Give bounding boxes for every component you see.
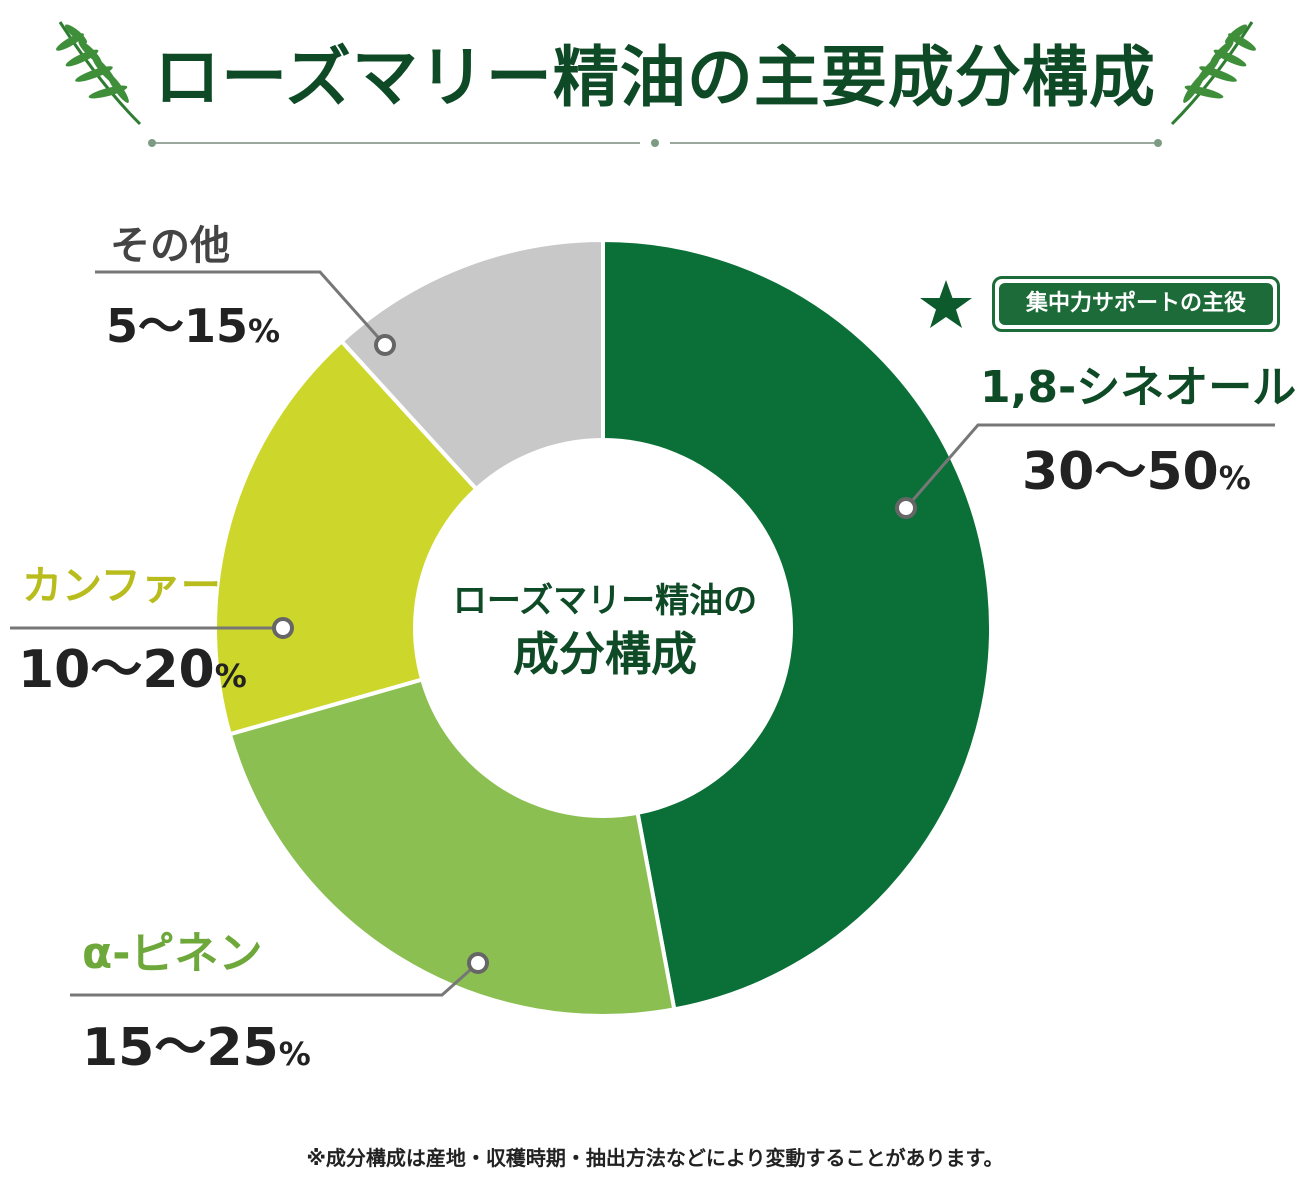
slice-label-pinene-name: α-ピネン: [82, 928, 263, 979]
footnote: ※成分構成は産地・収穫時期・抽出方法などにより変動することがあります。: [306, 1146, 1004, 1170]
donut-center-label: ローズマリー精油の 成分構成: [440, 578, 770, 684]
rosemary-sprig-left-icon: [56, 21, 142, 126]
slice-label-cineole-value: 30〜50%: [1022, 442, 1251, 502]
star-icon: [920, 280, 972, 328]
leader-dot-other: [374, 334, 396, 356]
slice-label-other-name: その他: [110, 223, 230, 269]
leader-line-cineole: [904, 423, 1275, 509]
slice-label-camphor-name: カンファー: [22, 563, 221, 609]
donut-hole: [413, 438, 793, 818]
center-label-line1: ローズマリー精油の: [452, 581, 758, 621]
rosemary-sprig-right-icon: [1170, 21, 1256, 126]
leader-dot-cineole: [895, 497, 917, 519]
slice-label-camphor-value: 10〜20%: [18, 640, 247, 700]
donut-slice-cineole: [601, 237, 993, 1012]
slice-label-pinene-value: 15〜25%: [82, 1018, 311, 1078]
slice-label-other-value: 5〜15%: [106, 299, 281, 353]
leader-dot-camphor: [272, 617, 294, 639]
slice-label-cineole-name: 1,8-シネオール: [980, 362, 1297, 413]
leader-dot-pinene: [467, 952, 489, 974]
badge-label: 集中力サポートの主役: [999, 283, 1273, 325]
page-title: ローズマリー精油の主要成分構成: [154, 39, 1156, 116]
leader-line-other: [95, 270, 387, 346]
leader-line-pinene: [70, 961, 479, 997]
highlight-badge: 集中力サポートの主役: [992, 276, 1280, 332]
center-label-line2: 成分構成: [513, 627, 697, 681]
title-divider: [148, 139, 1162, 147]
